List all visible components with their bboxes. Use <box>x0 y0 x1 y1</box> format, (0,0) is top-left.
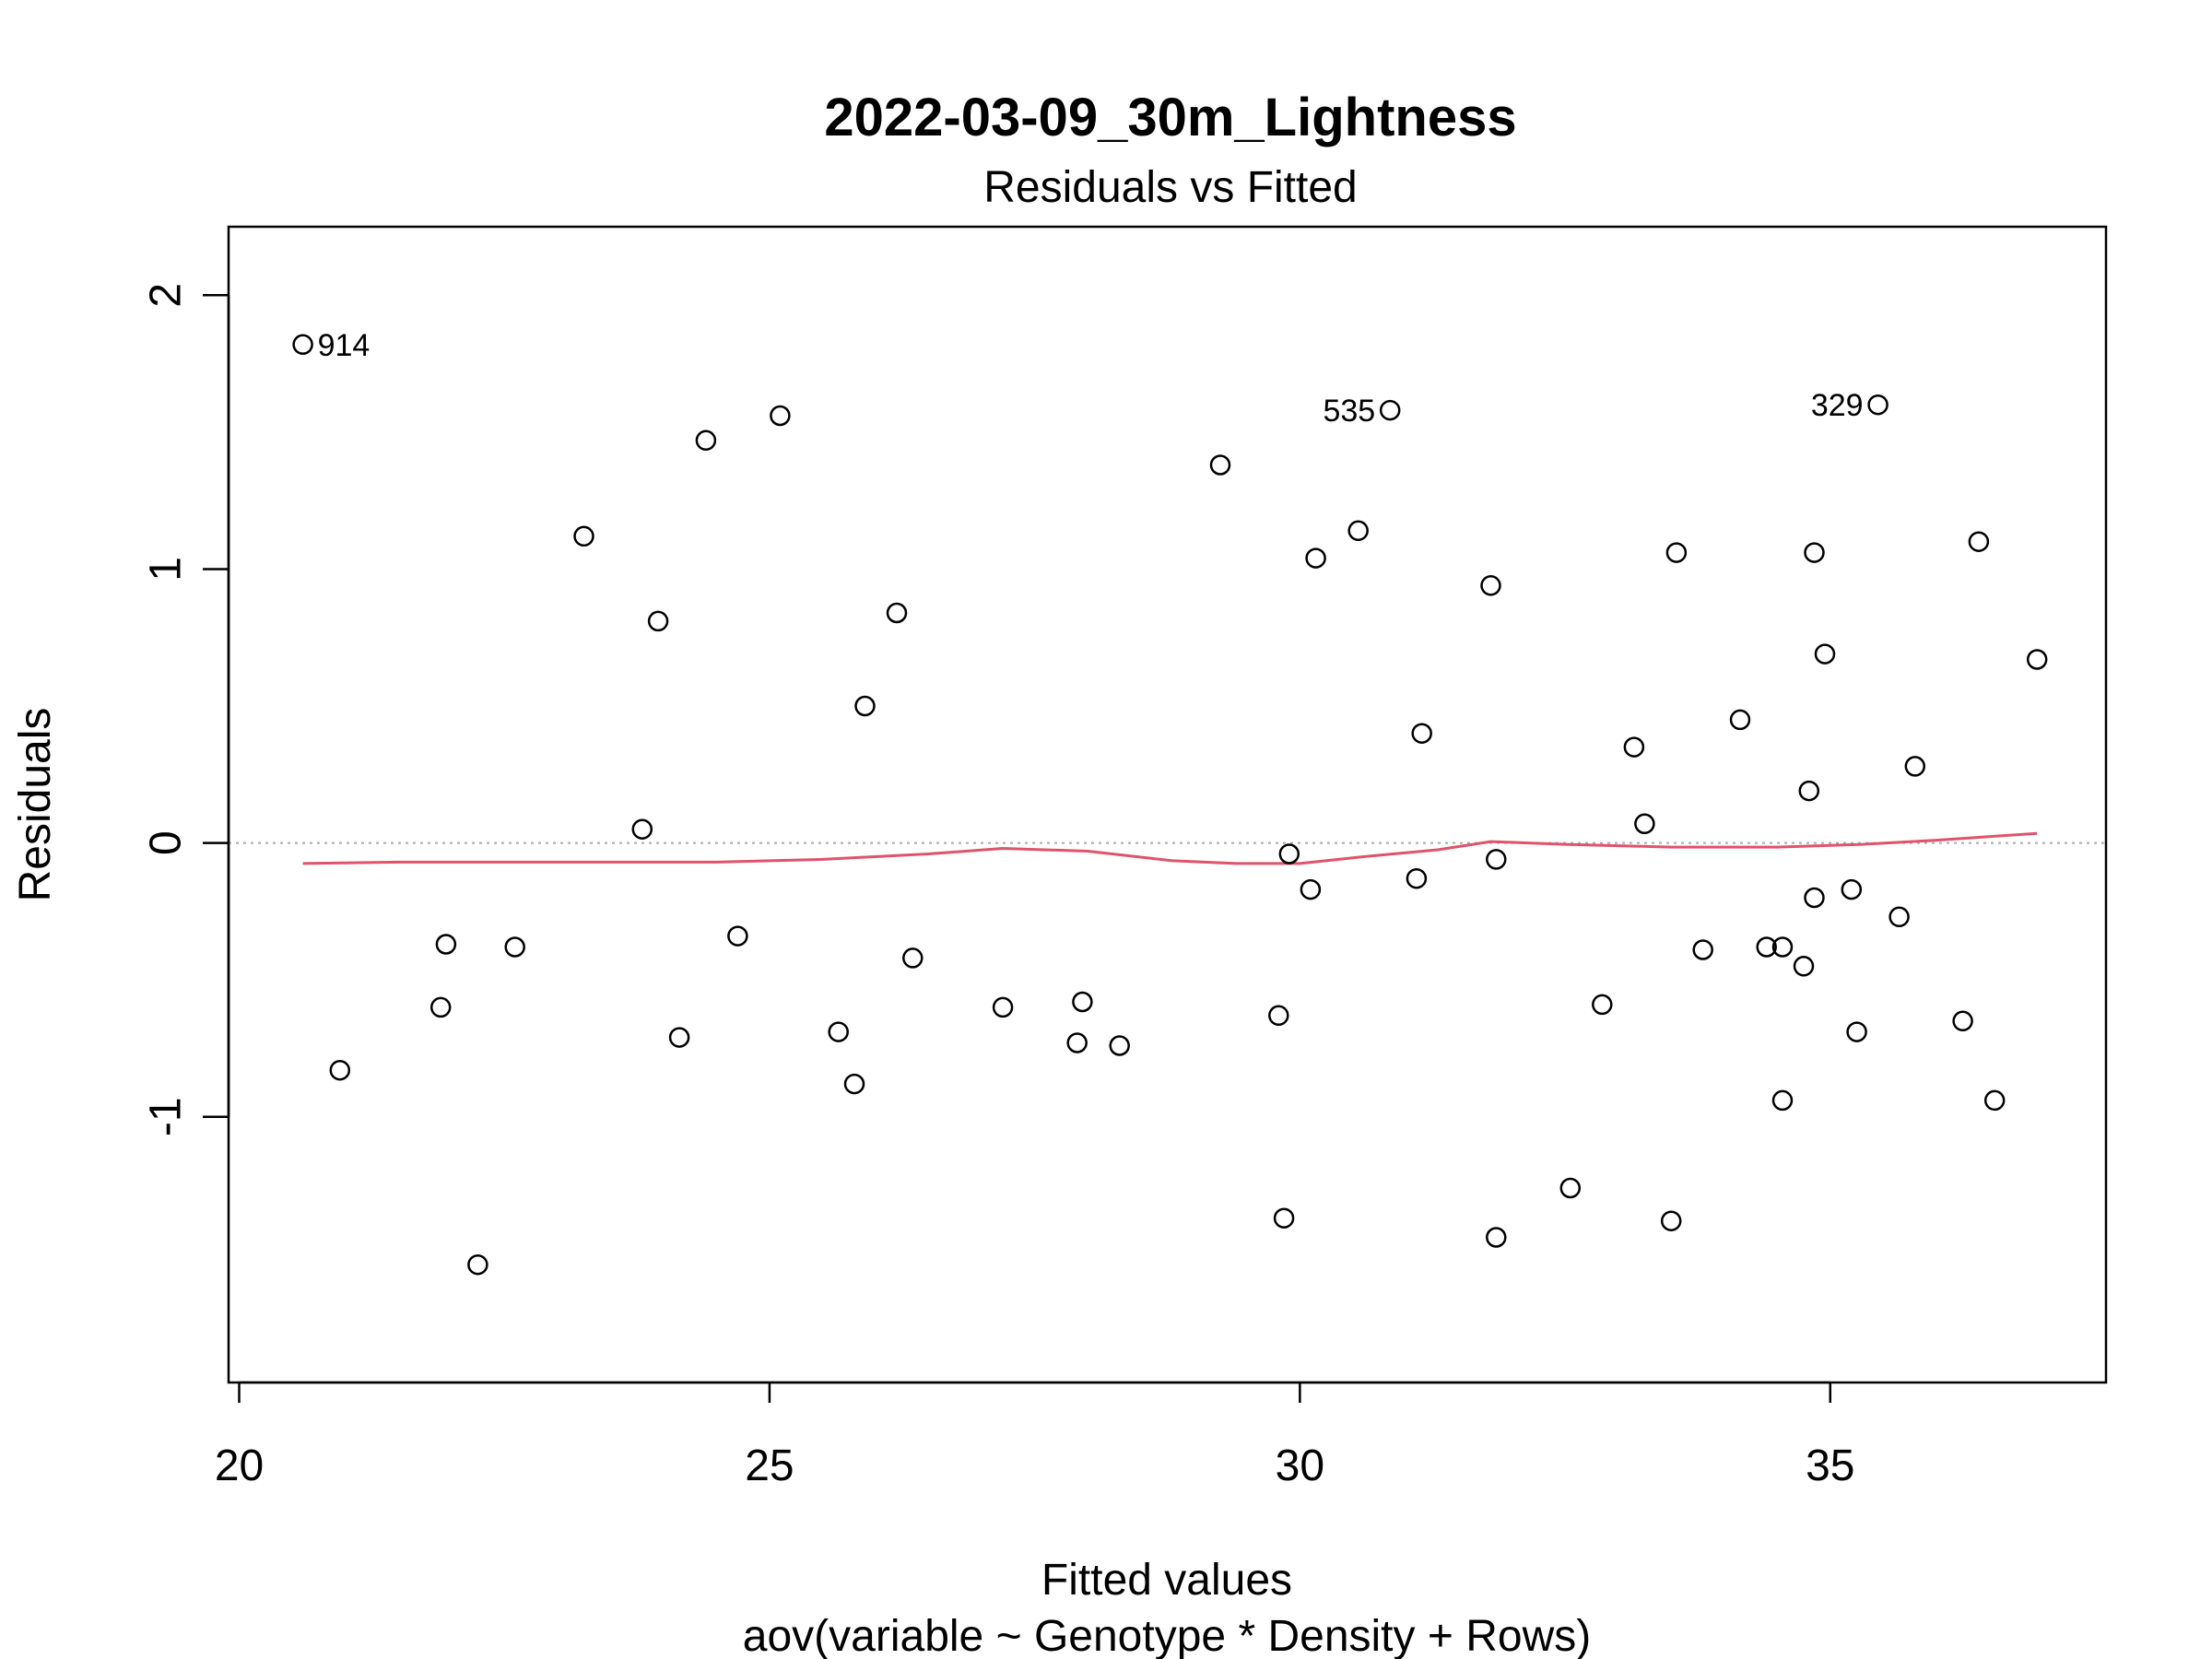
data-point <box>1692 939 1713 960</box>
data-point <box>1379 399 1401 421</box>
x-tick-label: 30 <box>1276 1441 1324 1490</box>
data-point <box>1888 906 1910 928</box>
data-point <box>1347 520 1369 542</box>
point-label: 914 <box>318 328 371 363</box>
data-point <box>828 1021 849 1042</box>
x-tick-label: 25 <box>745 1441 794 1490</box>
data-point <box>1983 1089 2006 1112</box>
data-point <box>843 1073 865 1095</box>
x-axis-sublabel: aov(variable ~ Genotype * Density + Rows… <box>743 1612 1591 1659</box>
smoother-line <box>302 831 2038 865</box>
data-point <box>668 1027 690 1048</box>
data-point <box>1846 1021 1867 1042</box>
data-point <box>770 405 791 427</box>
data-point <box>1793 956 1815 977</box>
data-point <box>1634 813 1655 835</box>
data-point <box>1411 723 1432 744</box>
data-point <box>1867 394 1888 416</box>
data-point <box>292 334 313 356</box>
data-point <box>1268 1005 1289 1027</box>
data-point <box>435 934 457 955</box>
data-point <box>573 525 594 547</box>
data-point <box>1952 1010 1973 1032</box>
data-point <box>1209 454 1231 476</box>
data-point <box>1109 1035 1130 1056</box>
data-point <box>1486 849 1507 870</box>
data-point <box>631 818 653 840</box>
data-point <box>695 429 717 452</box>
data-point <box>1300 878 1322 900</box>
y-tick-label: -1 <box>142 1097 191 1136</box>
data-point <box>1559 1177 1582 1199</box>
data-point <box>1623 736 1645 758</box>
data-point <box>1904 756 1926 777</box>
data-point <box>1771 1089 1794 1112</box>
data-point <box>1480 575 1501 596</box>
x-tick-label: 35 <box>1806 1441 1854 1490</box>
data-point <box>1486 1227 1507 1248</box>
data-point <box>727 925 748 947</box>
y-tick-label: 2 <box>142 283 191 308</box>
x-axis-label: Fitted values <box>1041 1556 1292 1605</box>
data-point <box>1804 542 1825 563</box>
x-tick-label: 20 <box>215 1441 264 1490</box>
data-point <box>886 602 908 624</box>
data-point <box>1665 542 1688 563</box>
data-point <box>992 996 1014 1018</box>
point-label: 535 <box>1323 394 1375 429</box>
data-point <box>1273 1207 1295 1229</box>
data-point <box>329 1059 351 1081</box>
data-point <box>1798 780 1820 802</box>
data-point <box>2026 649 2048 670</box>
data-point <box>1406 867 1428 889</box>
data-point <box>1592 994 1613 1016</box>
data-point <box>647 610 669 632</box>
data-point <box>902 947 924 969</box>
data-point <box>1066 1032 1088 1053</box>
data-point <box>1841 878 1863 900</box>
data-point <box>1804 887 1825 909</box>
y-tick-label: 1 <box>142 557 191 582</box>
data-point <box>429 996 452 1018</box>
y-tick-label: 0 <box>142 830 191 855</box>
data-point <box>504 936 525 958</box>
chart-subtitle: Residuals vs Fitted <box>983 163 1358 212</box>
chart-title: 2022-03-09_30m_Lightness <box>824 88 1516 147</box>
data-point <box>1305 547 1326 569</box>
data-point <box>1660 1210 1682 1231</box>
y-axis-label: Residuals <box>11 708 60 902</box>
data-point <box>1968 531 1990 552</box>
data-point <box>1814 643 1836 665</box>
data-point <box>1278 843 1300 865</box>
data-point <box>1771 936 1794 958</box>
point-label: 329 <box>1811 388 1864 423</box>
data-point <box>467 1253 488 1276</box>
data-point <box>1072 991 1093 1013</box>
data-point <box>1756 936 1777 958</box>
data-point <box>854 695 876 717</box>
data-point <box>1729 709 1751 731</box>
